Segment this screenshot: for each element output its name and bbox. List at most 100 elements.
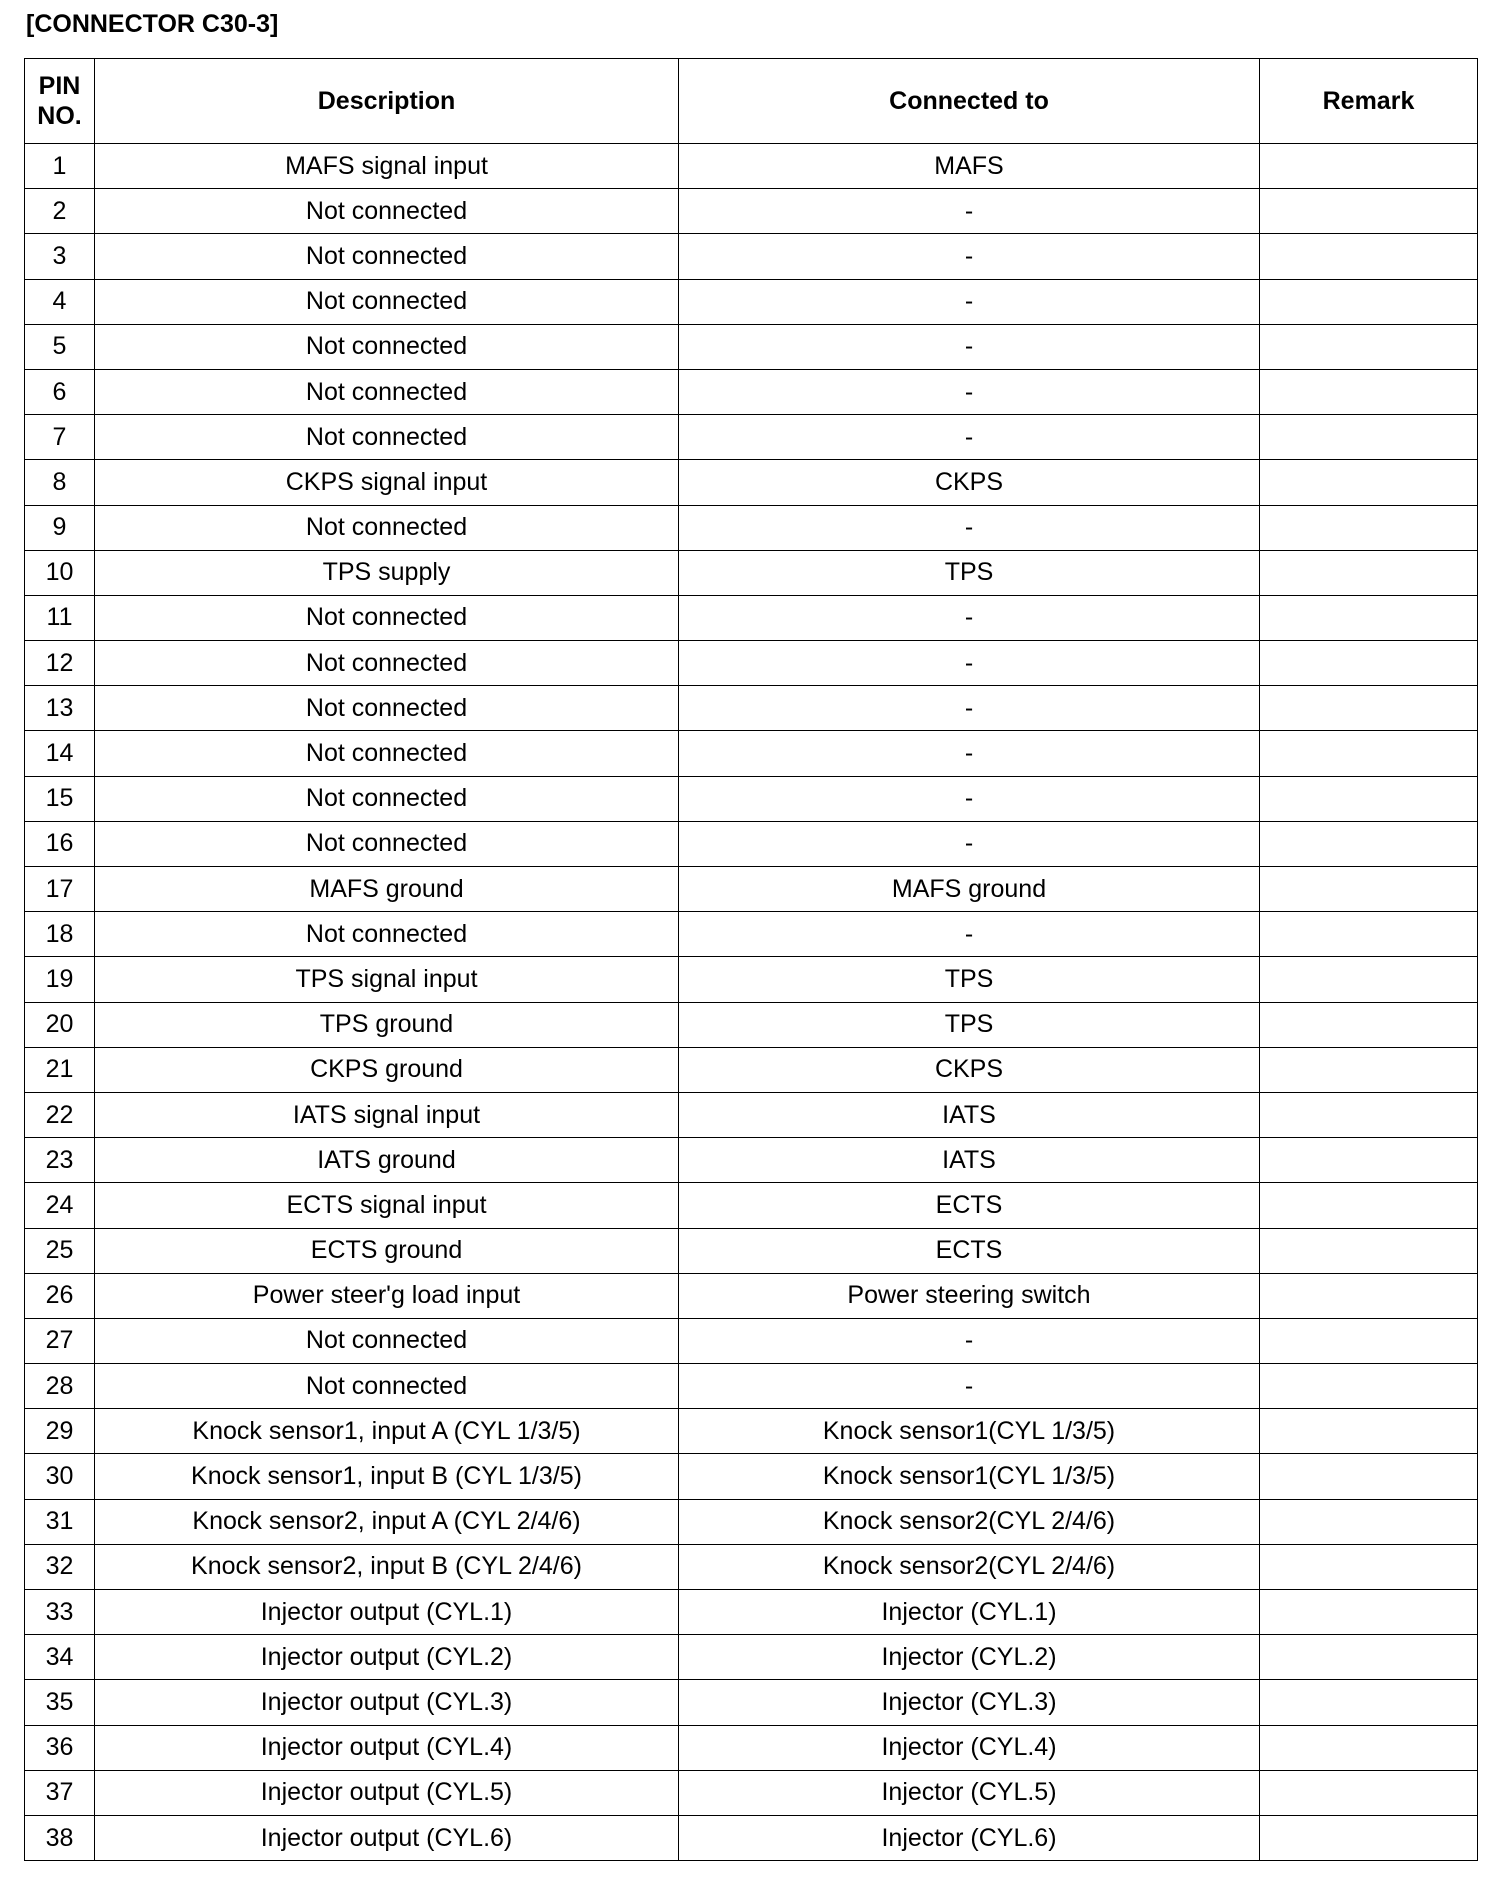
- cell-connected-to: Injector (CYL.2): [678, 1634, 1260, 1681]
- cell-connected-to: -: [678, 414, 1260, 461]
- cell-connected-to: MAFS: [678, 142, 1260, 190]
- cell-remark: [1259, 775, 1478, 822]
- header-row: PIN NO. Description Connected to Remark: [24, 58, 1478, 144]
- cell-description: Not connected: [94, 685, 679, 732]
- cell-description: Not connected: [94, 278, 679, 325]
- cell-connected-to: Injector (CYL.6): [678, 1814, 1260, 1862]
- table-row: 8 CKPS signal input CKPS: [24, 459, 1478, 506]
- table-row: 30 Knock sensor1, input B (CYL 1/3/5) Knoc…: [24, 1453, 1478, 1500]
- cell-remark: [1259, 188, 1478, 235]
- cell-description: Not connected: [94, 368, 679, 416]
- cell-description: Injector output (CYL.2): [94, 1634, 679, 1681]
- cell-pin: 7: [24, 414, 95, 461]
- cell-description: Injector output (CYL.1): [94, 1588, 679, 1636]
- header-pin: PIN NO.: [24, 58, 95, 144]
- cell-remark: [1259, 1453, 1478, 1500]
- cell-pin: 32: [24, 1543, 95, 1591]
- pin-table: PIN NO. Description Connected to Remark …: [24, 58, 1478, 1862]
- cell-remark: [1259, 1001, 1478, 1048]
- cell-connected-to: -: [678, 278, 1260, 325]
- cell-pin: 34: [24, 1634, 95, 1681]
- cell-description: Knock sensor1, input A (CYL 1/3/5): [94, 1408, 679, 1455]
- cell-connected-to: Injector (CYL.4): [678, 1724, 1260, 1771]
- cell-connected-to: Knock sensor1(CYL 1/3/5): [678, 1408, 1260, 1455]
- cell-pin: 20: [24, 1001, 95, 1048]
- cell-description: ECTS signal input: [94, 1182, 679, 1229]
- cell-pin: 26: [24, 1272, 95, 1319]
- cell-description: Not connected: [94, 188, 679, 235]
- cell-connected-to: TPS: [678, 1001, 1260, 1048]
- cell-pin: 3: [24, 233, 95, 280]
- cell-remark: [1259, 1227, 1478, 1274]
- table-row: 11 Not connected -: [24, 594, 1478, 642]
- table-row: 37 Injector output (CYL.5) Injector (CYL.5…: [24, 1769, 1478, 1816]
- table-row: 32 Knock sensor2, input B (CYL 2/4/6) Knoc…: [24, 1543, 1478, 1591]
- cell-connected-to: -: [678, 1363, 1260, 1410]
- cell-pin: 10: [24, 549, 95, 596]
- cell-connected-to: Knock sensor1(CYL 1/3/5): [678, 1453, 1260, 1500]
- cell-connected-to: TPS: [678, 956, 1260, 1003]
- cell-remark: [1259, 730, 1478, 777]
- cell-pin: 14: [24, 730, 95, 777]
- cell-pin: 37: [24, 1769, 95, 1816]
- cell-connected-to: Injector (CYL.3): [678, 1679, 1260, 1726]
- table-row: 18 Not connected -: [24, 911, 1478, 958]
- cell-connected-to: ECTS: [678, 1227, 1260, 1274]
- cell-description: Not connected: [94, 1363, 679, 1410]
- cell-remark: [1259, 414, 1478, 461]
- table-row: 26 Power steer'g load input Power steering…: [24, 1272, 1478, 1319]
- cell-remark: [1259, 640, 1478, 687]
- cell-remark: [1259, 549, 1478, 596]
- cell-pin: 12: [24, 640, 95, 687]
- cell-pin: 18: [24, 911, 95, 958]
- cell-pin: 30: [24, 1453, 95, 1500]
- cell-connected-to: -: [678, 233, 1260, 280]
- table-row: 24 ECTS signal input ECTS: [24, 1182, 1478, 1229]
- cell-connected-to: -: [678, 323, 1260, 370]
- cell-description: Not connected: [94, 730, 679, 777]
- cell-pin: 15: [24, 775, 95, 822]
- header-remark: Remark: [1259, 58, 1478, 144]
- cell-description: Knock sensor1, input B (CYL 1/3/5): [94, 1453, 679, 1500]
- cell-pin: 11: [24, 594, 95, 642]
- cell-remark: [1259, 1498, 1478, 1545]
- connector-title: [CONNECTOR C30-3]: [26, 10, 279, 38]
- cell-remark: [1259, 1634, 1478, 1681]
- table-row: 7 Not connected -: [24, 414, 1478, 461]
- cell-remark: [1259, 1363, 1478, 1410]
- cell-description: ECTS ground: [94, 1227, 679, 1274]
- cell-connected-to: CKPS: [678, 459, 1260, 506]
- table-row: 34 Injector output (CYL.2) Injector (CYL.2…: [24, 1634, 1478, 1681]
- cell-description: CKPS signal input: [94, 459, 679, 506]
- cell-remark: [1259, 233, 1478, 280]
- cell-connected-to: -: [678, 911, 1260, 958]
- cell-description: Injector output (CYL.3): [94, 1679, 679, 1726]
- cell-remark: [1259, 142, 1478, 190]
- cell-connected-to: TPS: [678, 549, 1260, 596]
- header-description: Description: [94, 58, 679, 144]
- cell-pin: 5: [24, 323, 95, 370]
- cell-pin: 21: [24, 1046, 95, 1093]
- table-row: 12 Not connected -: [24, 640, 1478, 687]
- cell-connected-to: Injector (CYL.5): [678, 1769, 1260, 1816]
- cell-connected-to: -: [678, 775, 1260, 822]
- table-row: 35 Injector output (CYL.3) Injector (CYL.3…: [24, 1679, 1478, 1726]
- cell-description: IATS ground: [94, 1137, 679, 1184]
- cell-pin: 29: [24, 1408, 95, 1455]
- table-row: 5 Not connected -: [24, 323, 1478, 370]
- cell-description: Not connected: [94, 775, 679, 822]
- table-row: 1 MAFS signal input MAFS: [24, 142, 1478, 190]
- cell-pin: 35: [24, 1679, 95, 1726]
- cell-connected-to: IATS: [678, 1137, 1260, 1184]
- cell-connected-to: MAFS ground: [678, 865, 1260, 913]
- table-row: 6 Not connected -: [24, 368, 1478, 416]
- cell-pin: 6: [24, 368, 95, 416]
- cell-description: Not connected: [94, 594, 679, 642]
- cell-description: IATS signal input: [94, 1091, 679, 1139]
- cell-remark: [1259, 504, 1478, 551]
- cell-pin: 23: [24, 1137, 95, 1184]
- cell-pin: 16: [24, 820, 95, 868]
- cell-pin: 31: [24, 1498, 95, 1545]
- cell-connected-to: -: [678, 820, 1260, 868]
- cell-description: MAFS signal input: [94, 142, 679, 190]
